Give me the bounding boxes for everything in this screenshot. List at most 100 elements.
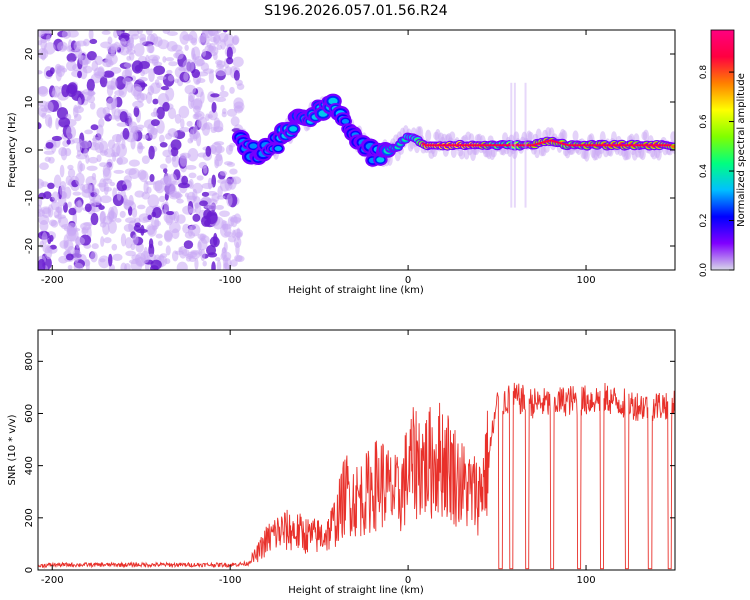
noise-blob [56, 107, 69, 120]
noise-blob [38, 258, 46, 270]
noise-blob [215, 153, 223, 162]
noise-blob [53, 174, 62, 188]
noise-blob [123, 223, 134, 232]
noise-blob [38, 198, 43, 207]
noise-blob [201, 182, 214, 190]
noise-blob [222, 30, 228, 33]
noise-blob [102, 106, 110, 116]
noise-blob [215, 67, 227, 77]
noise-blob [116, 157, 123, 166]
noise-blob [191, 69, 201, 79]
ridge-halo [425, 129, 432, 142]
noise-blob [131, 234, 139, 246]
snr-y-axis: 0 200 400 600 800 [24, 352, 675, 573]
noise-blob [51, 135, 63, 141]
noise-blob [229, 86, 235, 94]
noise-blob [215, 59, 223, 66]
noise-blob [213, 34, 222, 46]
noise-blob [131, 207, 138, 219]
noise-blob [59, 185, 66, 196]
noise-blob [47, 182, 55, 189]
noise-blob [119, 210, 126, 218]
noise-blob [67, 265, 73, 270]
noise-blob [77, 160, 83, 174]
noise-blob [231, 176, 242, 185]
noise-blob [72, 249, 82, 261]
noise-blob [165, 155, 172, 164]
noise-blob [141, 155, 150, 164]
noise-blob [83, 221, 93, 227]
noise-blob [198, 34, 210, 46]
noise-blob [87, 90, 96, 97]
noise-blob [47, 116, 53, 129]
noise-blob [86, 78, 95, 92]
noise-blob [168, 61, 178, 67]
x-tick-label: 100 [576, 275, 595, 286]
noise-blob [88, 30, 94, 40]
noise-blob [219, 210, 230, 217]
noise-blob [38, 70, 43, 75]
noise-blob [99, 210, 107, 223]
noise-blob [152, 98, 159, 105]
noise-blob [169, 184, 177, 198]
noise-blob [91, 137, 104, 142]
noise-blob [38, 30, 45, 37]
noise-blob [200, 62, 210, 72]
noise-blob [108, 253, 113, 267]
noise-blob [43, 150, 55, 155]
spectrogram-x-label: Height of straight line (km) [288, 285, 424, 296]
noise-blob [147, 123, 155, 135]
noise-blob [172, 131, 179, 139]
snr-plot-area [38, 382, 675, 570]
noise-blob [120, 262, 127, 270]
noise-blob [143, 246, 149, 261]
noise-blob [182, 59, 195, 73]
noise-blob [221, 219, 227, 231]
ridge-blob [328, 97, 338, 105]
noise-blob [134, 222, 141, 228]
noise-blob [77, 54, 84, 61]
spectrogram-y-label: Frequency (Hz) [7, 112, 18, 188]
colorbar-tick-label: 0.2 [699, 213, 709, 227]
snr-panel: -200 -100 0 100 0 200 400 600 800 Height of str… [7, 329, 676, 596]
noise-blob [213, 141, 225, 146]
noise-blob [102, 178, 113, 184]
noise-blob [188, 256, 196, 263]
ridge [231, 82, 675, 208]
noise-blob [73, 113, 82, 122]
noise-blob [75, 172, 85, 186]
noise-blob [194, 202, 199, 210]
noise-blob [113, 169, 125, 174]
ridge-halo [527, 131, 534, 141]
noise-blob [73, 106, 84, 114]
noise-blob [123, 201, 131, 210]
noise-blob [232, 56, 244, 68]
noise-blob [208, 70, 215, 84]
noise-blob [148, 68, 155, 83]
noise-blob [110, 77, 118, 91]
noise-blob [211, 261, 216, 270]
colorbar-tick-label: 0.0 [699, 263, 709, 278]
noise-blob [124, 217, 137, 224]
noise-blob [216, 30, 222, 34]
noise-blob [128, 52, 135, 61]
noise-blob [91, 243, 99, 250]
noise-blob [168, 173, 177, 186]
noise-blob [164, 230, 173, 242]
noise-blob [194, 113, 202, 118]
noise-blob [220, 251, 232, 262]
ridge-halo [642, 129, 649, 142]
snr-background [38, 330, 675, 570]
noise-blob [41, 231, 48, 245]
ridge-halo [561, 130, 568, 142]
noise-blob [88, 156, 99, 164]
noise-blob [135, 256, 146, 267]
noise-blob [39, 162, 49, 170]
noise-blob [98, 255, 111, 269]
noise-blob [124, 67, 133, 79]
noise-blob [84, 129, 93, 135]
vertical-streak [510, 82, 513, 208]
noise-blob [111, 133, 124, 143]
noise-blob [42, 30, 53, 34]
noise-blob [200, 248, 206, 262]
